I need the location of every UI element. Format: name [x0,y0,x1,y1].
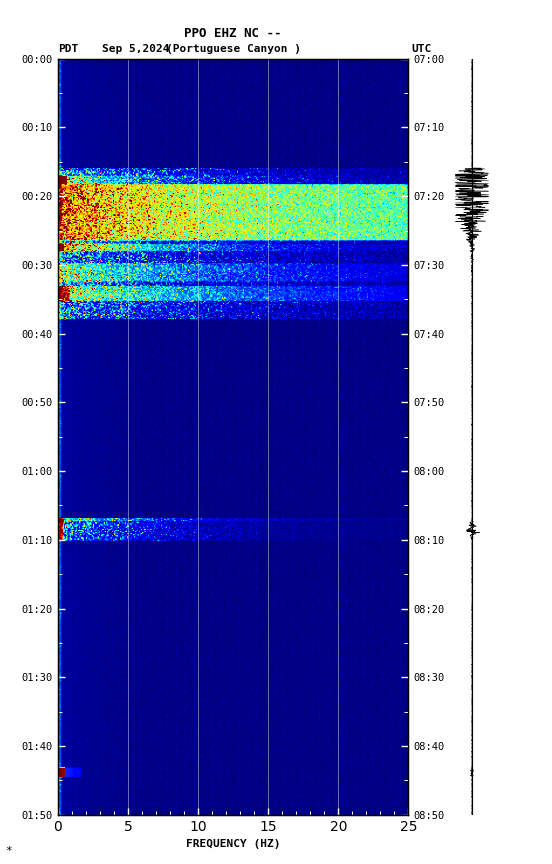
X-axis label: FREQUENCY (HZ): FREQUENCY (HZ) [186,839,280,849]
Text: Sep 5,2024: Sep 5,2024 [102,44,169,54]
Text: (Portuguese Canyon ): (Portuguese Canyon ) [166,44,301,54]
Text: UTC: UTC [411,44,432,54]
Text: PDT: PDT [58,44,78,54]
Text: *: * [6,846,12,855]
Text: PPO EHZ NC --: PPO EHZ NC -- [184,27,282,40]
